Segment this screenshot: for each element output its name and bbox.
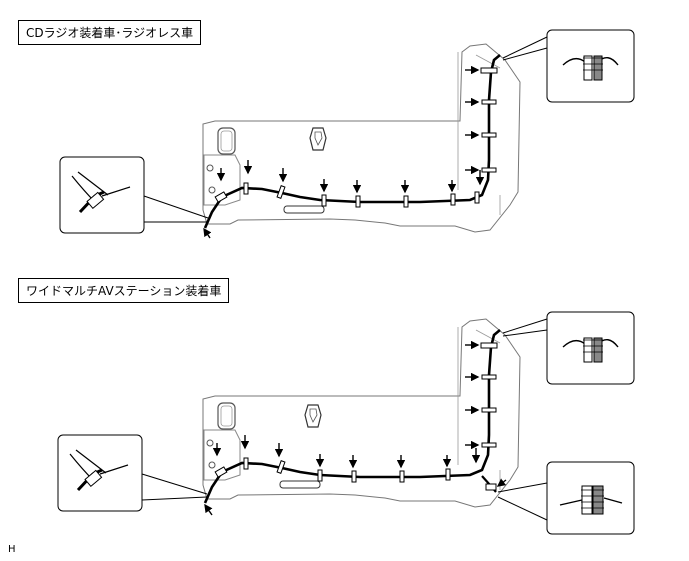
panel-2-label: ワイドマルチAVステーション装着車	[18, 278, 230, 303]
roof-inner-line	[457, 52, 501, 215]
roof-outline	[202, 318, 521, 508]
rear-window-inner	[220, 405, 233, 427]
roof-lamp	[304, 404, 322, 428]
handle-lamp	[283, 205, 325, 214]
rear-window	[217, 127, 236, 155]
rear-window-inner	[220, 130, 233, 152]
panel-1-label: CDラジオ装着車･ラジオレス車	[18, 20, 202, 45]
detail-callout-right-top	[502, 311, 635, 385]
handle-lamp	[279, 480, 321, 489]
roof-outline	[202, 43, 521, 233]
clip-hole	[206, 164, 214, 172]
clip-hole	[208, 186, 216, 194]
harness-clamps	[214, 342, 498, 491]
roof-lamp-inner	[309, 408, 318, 423]
side-panel	[203, 429, 241, 481]
clip-hole	[206, 439, 214, 447]
rear-window	[217, 402, 236, 430]
clamp-arrows	[204, 340, 507, 516]
detail-callout-left	[59, 156, 209, 234]
roof-lamp	[309, 127, 327, 151]
clamp-arrows	[203, 65, 485, 239]
roof-lamp-inner	[314, 131, 323, 146]
clip-hole	[208, 461, 216, 469]
detail-callout-right	[502, 29, 635, 103]
detail-callout-left	[57, 434, 208, 512]
detail-callout-right-bottom	[497, 461, 635, 535]
figure-code: H	[8, 544, 16, 555]
panel-1-drawing	[59, 29, 635, 239]
wire-harness	[203, 54, 501, 229]
panel-2-drawing	[57, 311, 635, 535]
side-panel	[203, 154, 241, 206]
harness-clamps	[214, 67, 498, 208]
